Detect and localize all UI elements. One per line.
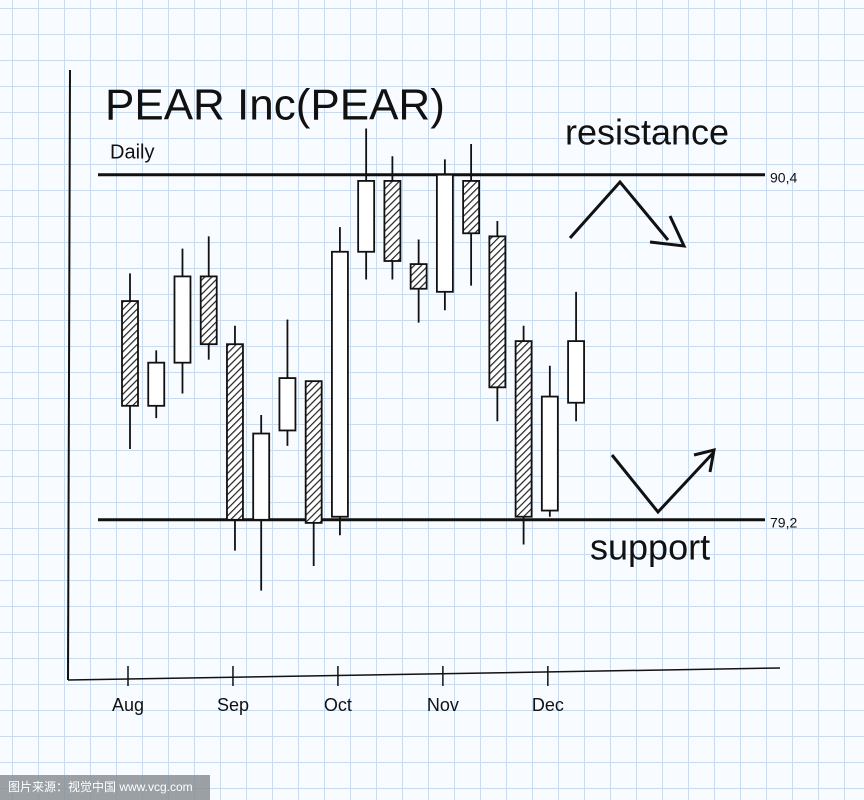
candle-body [540,395,559,512]
level-label: 90,4 [770,169,797,185]
up-arrow [610,450,716,515]
y-axis [67,69,71,681]
candle-body [147,361,166,407]
candle-body [488,235,507,389]
up-arrow-head [693,447,716,473]
x-tick-label: Sep [217,695,249,715]
candle-body [278,377,297,432]
candle-body [121,300,139,407]
watermark: 图片来源：视觉中国 www.vcg.com [8,779,193,794]
candle-body [252,432,271,521]
chart-subtitle: Daily [110,141,154,163]
watermark-band [0,775,210,800]
level-name: support [590,526,710,567]
x-tick-label: Aug [112,695,144,715]
x-tick-label: Nov [427,695,459,715]
x-tick-label: Oct [324,695,352,715]
candle-body [514,340,533,518]
x-tick-label: Dec [532,695,564,715]
candle-body [435,173,454,293]
candle-body [226,343,244,521]
candle-body [567,340,585,404]
candle-body [331,250,349,518]
candle-body [173,275,192,364]
x-axis [67,667,781,681]
down-arrow-head [649,215,687,248]
candle-body [383,180,402,262]
candle-body [462,180,481,235]
chart-title: PEAR Inc(PEAR) [105,81,445,130]
candle-body [409,263,428,290]
level-label: 79,2 [770,515,797,531]
candle-body [357,180,376,253]
down-arrow [568,179,670,241]
candle-body [304,380,323,524]
level-name: resistance [565,111,729,152]
candle-body [199,275,218,346]
